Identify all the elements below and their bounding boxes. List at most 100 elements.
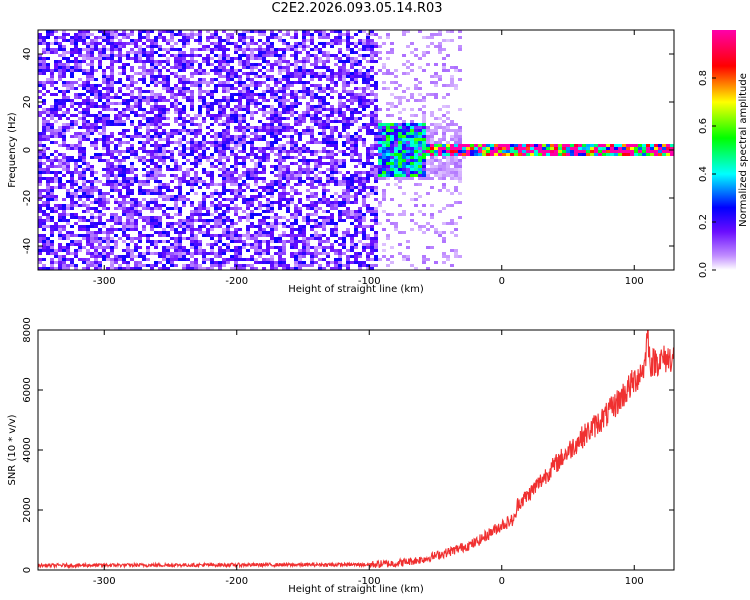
heatmap-cell [282,171,286,174]
heatmap-cell [82,39,86,42]
heatmap-cell [310,72,314,75]
heatmap-cell [310,120,314,123]
heatmap-cell [182,174,186,177]
heatmap-cell [126,117,130,120]
heatmap-cell [254,66,258,69]
heatmap-cell [214,42,218,45]
heatmap-cell [342,177,346,180]
heatmap-cell [54,267,58,270]
heatmap-cell [222,213,226,216]
heatmap-cell [310,183,314,186]
heatmap-cell [62,48,66,51]
heatmap-cell [150,45,154,48]
heatmap-cell [182,204,186,207]
heatmap-cell [362,198,366,201]
heatmap-cell [186,39,190,42]
heatmap-cell [134,105,138,108]
heatmap-cell [194,192,198,195]
heatmap-cell [90,132,94,135]
heatmap-cell [38,84,42,87]
heatmap-cell [110,96,114,99]
heatmap-cell [366,225,370,228]
heatmap-cell [106,78,110,81]
heatmap-cell [342,126,346,129]
heatmap-cell [222,114,226,117]
heatmap-cell [170,174,174,177]
heatmap-cell [242,267,246,270]
heatmap-cell [78,165,82,168]
heatmap-cell [362,48,366,51]
heatmap-cell [242,39,246,42]
heatmap-cell [134,132,138,135]
heatmap-cell [342,180,346,183]
heatmap-cell [178,30,182,33]
heatmap-cell [38,111,42,114]
heatmap-cell [354,57,358,60]
heatmap-cell [282,39,286,42]
heatmap-cell [354,132,358,135]
heatmap-cell [370,144,374,147]
heatmap-cell [226,60,230,63]
heatmap-cell [178,234,182,237]
heatmap-cell [158,132,162,135]
heatmap-cell [410,147,414,150]
heatmap-cell [362,225,366,228]
heatmap-cell [262,135,266,138]
heatmap-cell [410,168,414,171]
heatmap-cell [310,159,314,162]
heatmap-cell [102,201,106,204]
heatmap-cell [98,120,102,123]
heatmap-cell [358,222,362,225]
heatmap-cell [214,189,218,192]
heatmap-cell [334,126,338,129]
heatmap-cell [222,99,226,102]
heatmap-cell [306,246,310,249]
heatmap-cell [158,69,162,72]
heatmap-cell [230,165,234,168]
heatmap-cell [170,255,174,258]
heatmap-cell [130,144,134,147]
heatmap-cell [90,264,94,267]
heatmap-cell [286,240,290,243]
heatmap-cell [382,138,386,141]
heatmap-cell [158,135,162,138]
heatmap-cell [354,186,358,189]
heatmap-cell [142,36,146,39]
heatmap-cell [222,147,226,150]
heatmap-cell [322,75,326,78]
heatmap-cell [138,231,142,234]
heatmap-cell [114,177,118,180]
heatmap-cell [198,126,202,129]
heatmap-cell [350,186,354,189]
heatmap-cell [250,81,254,84]
heatmap-cell [250,30,254,33]
heatmap-cell [110,108,114,111]
heatmap-cell [366,186,370,189]
heatmap-cell [82,135,86,138]
heatmap-cell [50,246,54,249]
heatmap-cell [166,156,170,159]
heatmap-cell [350,42,354,45]
heatmap-cell [150,234,154,237]
heatmap-cell [138,183,142,186]
heatmap-cell [170,153,174,156]
heatmap-cell [430,111,434,114]
heatmap-cell [398,126,402,129]
heatmap-cell [278,123,282,126]
heatmap-cell [142,66,146,69]
heatmap-cell [342,114,346,117]
heatmap-cell [94,123,98,126]
heatmap-cell [190,180,194,183]
heatmap-cell [346,213,350,216]
heatmap-cell [114,159,118,162]
heatmap-cell [306,204,310,207]
heatmap-cell [234,69,238,72]
heatmap-cell [270,192,274,195]
heatmap-cell [350,153,354,156]
heatmap-cell [358,159,362,162]
heatmap-cell [274,180,278,183]
heatmap-cell [158,159,162,162]
heatmap-cell [262,195,266,198]
heatmap-cell [362,87,366,90]
heatmap-cell [138,261,142,264]
